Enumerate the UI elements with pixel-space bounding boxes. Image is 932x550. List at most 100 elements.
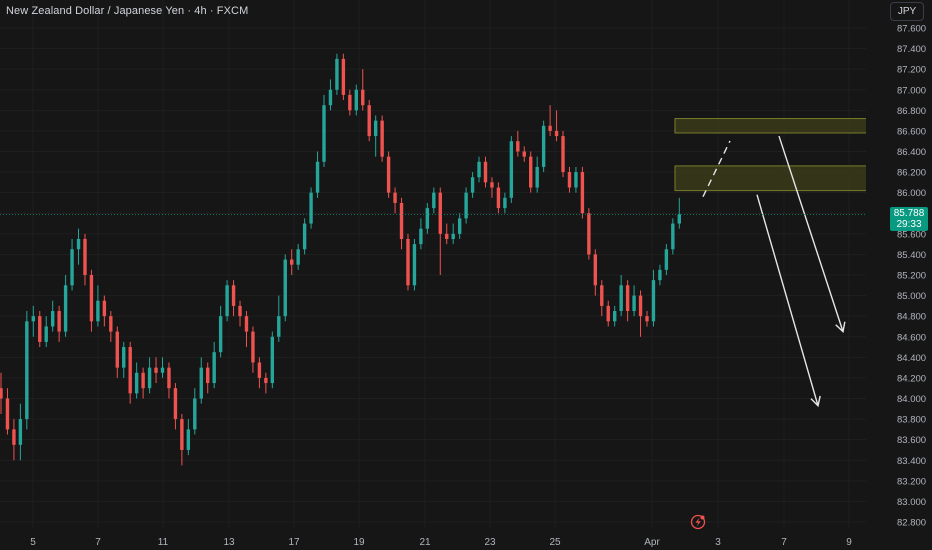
candle-body [264, 377, 268, 384]
candle-body [0, 388, 3, 399]
candle-body [76, 238, 81, 250]
candle-body [664, 249, 669, 270]
candle-body [541, 125, 546, 167]
time-tick-label: 7 [781, 537, 787, 548]
candle-body [96, 300, 100, 322]
candle-body [619, 285, 623, 312]
price-tick-label: 83.600 [897, 435, 926, 446]
price-tick-label: 85.400 [897, 250, 926, 261]
candle-body [503, 197, 507, 209]
price-tick-label: 85.200 [897, 271, 926, 282]
candle-body [231, 285, 236, 306]
current-price-value: 85.788 [893, 208, 925, 219]
candle-body [464, 192, 468, 219]
candles [0, 53, 681, 466]
time-axis[interactable]: 5 7 11 13 17 19 21 23 25 Apr 3 7 9 [30, 537, 852, 548]
candle-body [554, 130, 559, 137]
supply-zone [674, 165, 890, 192]
price-tick-label: 82.800 [897, 518, 926, 529]
candle-body [645, 316, 649, 322]
candle-body [361, 89, 365, 106]
candle-body [651, 280, 656, 322]
candle-body [244, 316, 249, 332]
candle-body [354, 89, 358, 111]
supply-zone [674, 118, 890, 134]
candle-body [613, 311, 617, 322]
lightning-circle-icon[interactable] [690, 514, 706, 530]
candle-body [380, 120, 384, 157]
price-tick-label: 86.800 [897, 106, 926, 117]
candle-body [386, 156, 391, 193]
candle-body [180, 419, 184, 450]
candle-body [580, 172, 585, 214]
price-tick-label: 84.200 [897, 373, 926, 384]
candle-body [593, 254, 598, 286]
candle-body [12, 429, 16, 445]
candle-body [335, 58, 339, 90]
candle-body [57, 311, 61, 332]
time-tick-label: 3 [715, 537, 721, 548]
candle-body [516, 141, 520, 152]
time-tick-label: 19 [353, 537, 365, 548]
time-tick-label: 13 [223, 537, 235, 548]
candle-body [367, 105, 371, 137]
candle-body [199, 367, 203, 399]
candle-body [141, 372, 145, 389]
candle-body [128, 347, 132, 394]
candle-body [561, 136, 565, 173]
candle-body [83, 238, 87, 275]
candle-body [477, 161, 481, 178]
candle-body [186, 429, 191, 450]
candle-body [257, 362, 262, 378]
candle-body [102, 300, 107, 317]
candle-body [251, 331, 255, 363]
candle-body [535, 166, 539, 188]
candle-body [490, 182, 494, 188]
candle-body [567, 172, 572, 188]
candle-body [89, 275, 94, 322]
arrow-head-icon [810, 395, 821, 408]
price-tick-label: 83.800 [897, 415, 926, 426]
candle-body [658, 269, 662, 281]
candle-body [18, 419, 23, 445]
candle-body [160, 367, 165, 373]
candle-body [457, 218, 462, 234]
price-tick-label: 84.800 [897, 312, 926, 323]
candle-body [70, 249, 74, 286]
candle-body [154, 367, 158, 373]
candle-body [625, 285, 630, 312]
candle-body [283, 259, 287, 317]
candle-body [509, 141, 514, 198]
price-tick-label: 86.400 [897, 147, 926, 158]
candle-body [25, 321, 29, 420]
price-tick-label: 84.600 [897, 332, 926, 343]
price-tick-label: 86.000 [897, 188, 926, 199]
candle-body [322, 105, 326, 162]
price-tick-label: 85.600 [897, 229, 926, 240]
candle-body [134, 372, 139, 394]
candle-body [632, 295, 636, 312]
price-tick-label: 84.400 [897, 353, 926, 364]
candle-body [451, 233, 455, 239]
down-arrow-line [778, 135, 844, 332]
time-tick-label: 5 [30, 537, 36, 548]
candle-body [341, 58, 346, 95]
chart-title: New Zealand Dollar / Japanese Yen · 4h ·… [6, 5, 249, 17]
candle-body [406, 238, 410, 286]
price-axis[interactable]: 87.600 87.400 87.200 87.000 86.800 86.600 86.4… [866, 0, 932, 550]
price-tick-label: 87.000 [897, 85, 926, 96]
candle-body [270, 336, 275, 384]
candle-body [328, 89, 333, 106]
candle-body [212, 352, 216, 384]
price-tick-label: 83.200 [897, 476, 926, 487]
time-tick-label: Apr [644, 537, 660, 548]
candle-body [173, 388, 178, 420]
candle-body [167, 367, 171, 389]
candle-body [50, 311, 55, 327]
price-tick-label: 83.000 [897, 497, 926, 508]
arrow-head-icon [835, 321, 846, 333]
price-tick-label: 86.200 [897, 168, 926, 179]
currency-button[interactable]: JPY [890, 2, 924, 21]
candle-body [38, 316, 42, 342]
